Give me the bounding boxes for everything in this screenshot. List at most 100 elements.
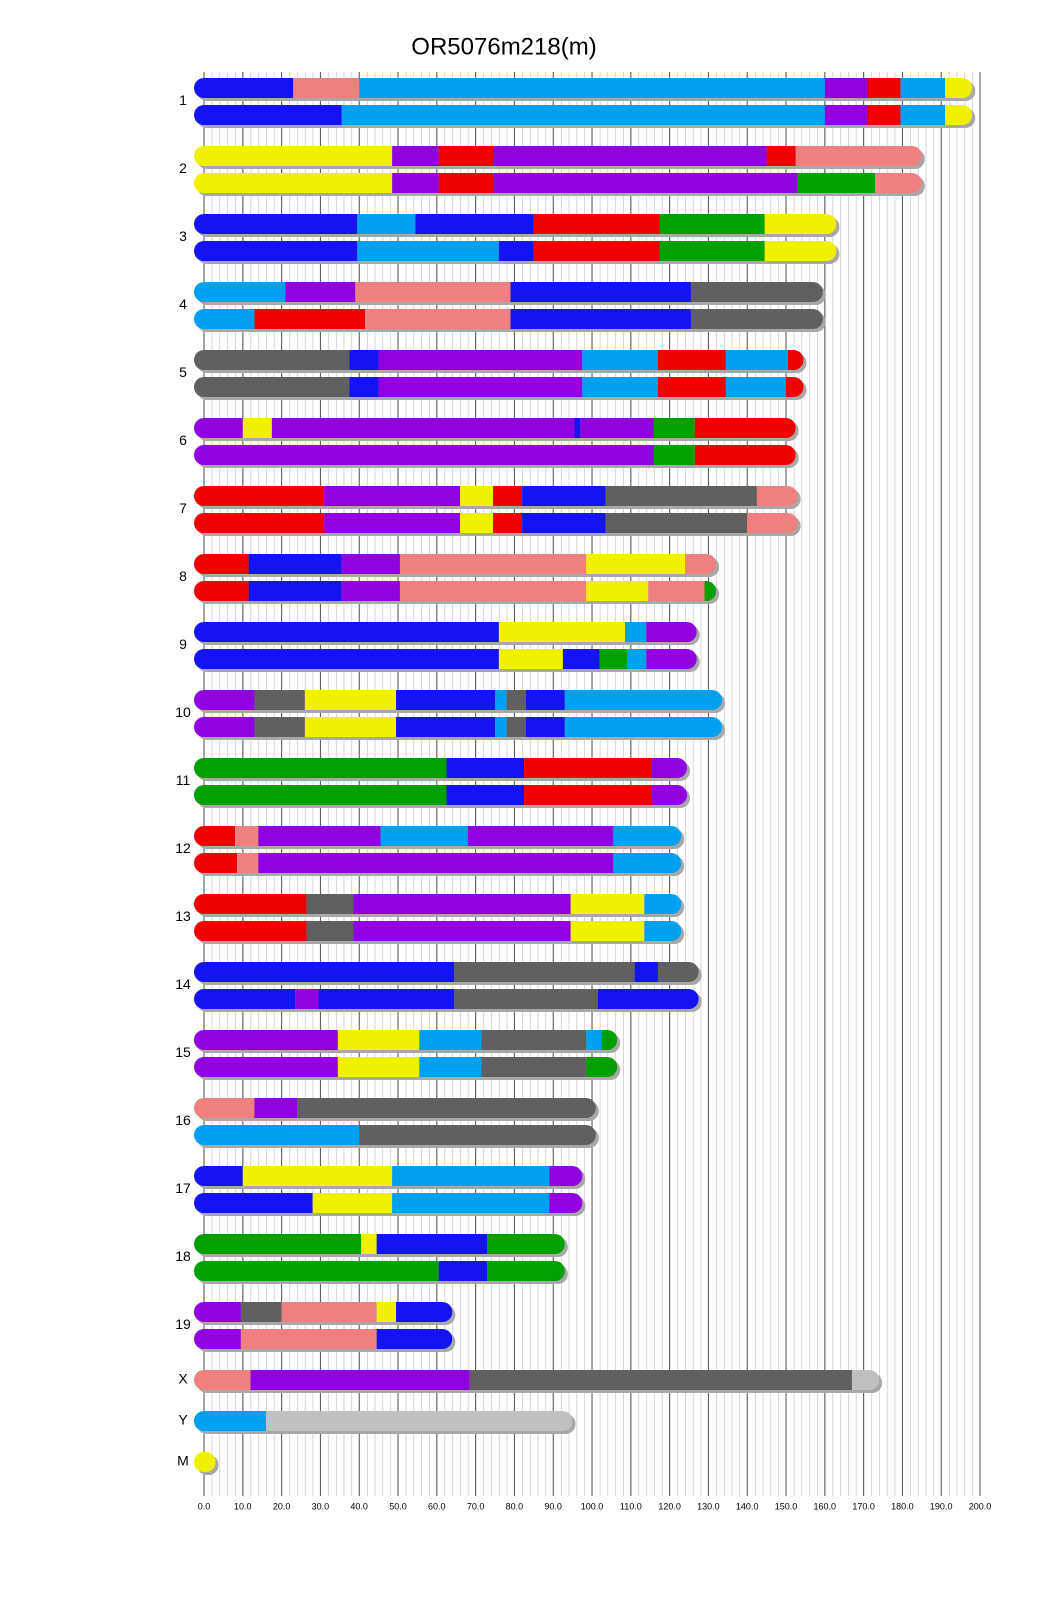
segment [797, 173, 876, 193]
segment [242, 418, 272, 438]
segment [454, 962, 635, 982]
segment [254, 309, 366, 329]
haplotype [194, 1166, 583, 1186]
segment [454, 989, 598, 1009]
segment [634, 962, 658, 982]
segment [659, 241, 765, 261]
segment [694, 445, 796, 465]
segment [725, 350, 788, 370]
segment [376, 1302, 397, 1322]
segment [652, 758, 688, 778]
segment [419, 1030, 482, 1050]
segment [194, 1370, 251, 1390]
segment [194, 513, 325, 533]
segment [652, 785, 688, 805]
haplotype [194, 173, 922, 193]
segment [764, 241, 837, 261]
chromosome-label: 13 [175, 908, 191, 924]
segment [510, 282, 691, 302]
segment [293, 78, 360, 98]
chromosome-label: 19 [175, 1316, 191, 1332]
chromosome-label: X [178, 1371, 188, 1387]
segment [194, 445, 655, 465]
segment [599, 649, 627, 669]
segment [392, 1166, 550, 1186]
chromosome-label: 14 [175, 976, 191, 992]
segment [786, 377, 804, 397]
segment [586, 1030, 602, 1050]
segment [704, 581, 717, 601]
segment [306, 921, 354, 941]
haplotype [194, 717, 722, 737]
haplotype [194, 214, 837, 234]
segment [254, 690, 305, 710]
chromosome-label: 1 [179, 92, 187, 108]
segment [194, 622, 499, 642]
segment [194, 377, 350, 397]
segment [378, 350, 583, 370]
segment [510, 309, 691, 329]
segment [359, 78, 825, 98]
segment [493, 146, 767, 166]
x-tick-label: 30.0 [312, 1501, 330, 1511]
segment [194, 78, 294, 98]
segment [194, 486, 325, 506]
segment [194, 1193, 313, 1213]
segment [349, 377, 379, 397]
x-tick-label: 90.0 [544, 1501, 562, 1511]
segment [378, 377, 583, 397]
x-tick-label: 200.0 [969, 1501, 992, 1511]
segment [522, 513, 606, 533]
chromosome-label: 8 [179, 568, 187, 584]
haplotype [194, 1261, 565, 1281]
segment [867, 78, 901, 98]
haplotype [194, 282, 823, 302]
segment [357, 241, 499, 261]
segment [586, 1057, 618, 1077]
chromosome-label: 10 [175, 704, 191, 720]
segment [194, 989, 296, 1009]
chromosome-label: 3 [179, 228, 187, 244]
segment [250, 1370, 470, 1390]
x-tick-label: 120.0 [658, 1501, 681, 1511]
segment [271, 418, 575, 438]
segment [194, 962, 455, 982]
x-tick-label: 20.0 [273, 1501, 291, 1511]
segment [597, 989, 699, 1009]
x-tick-label: 60.0 [428, 1501, 446, 1511]
segment [194, 241, 358, 261]
haplotype [194, 989, 699, 1009]
segment [648, 581, 705, 601]
segment [359, 1125, 596, 1145]
haplotype [194, 350, 804, 370]
segment [766, 146, 796, 166]
segment [900, 105, 946, 125]
x-tick-label: 160.0 [814, 1501, 837, 1511]
chromosome-label: 11 [176, 772, 191, 788]
segment [626, 649, 647, 669]
haplotype [194, 622, 697, 642]
chromosome-label: M [177, 1453, 189, 1469]
chromosome-label: 18 [175, 1248, 191, 1264]
x-tick-label: 150.0 [775, 1501, 798, 1511]
segment [194, 853, 237, 873]
segment [747, 513, 798, 533]
x-tick-label: 40.0 [350, 1501, 368, 1511]
segment [613, 826, 682, 846]
segment [194, 1329, 241, 1349]
segment [194, 894, 307, 914]
segment [194, 350, 350, 370]
segment [657, 377, 726, 397]
chromosome-label: 5 [179, 364, 187, 380]
segment [533, 214, 660, 234]
segment [194, 282, 286, 302]
segment [582, 350, 658, 370]
segment [646, 622, 697, 642]
segment [324, 486, 461, 506]
haplotype [194, 1193, 583, 1213]
chromosome-label: 17 [175, 1180, 191, 1196]
segment [498, 622, 625, 642]
segment [574, 418, 581, 438]
segment [304, 690, 397, 710]
